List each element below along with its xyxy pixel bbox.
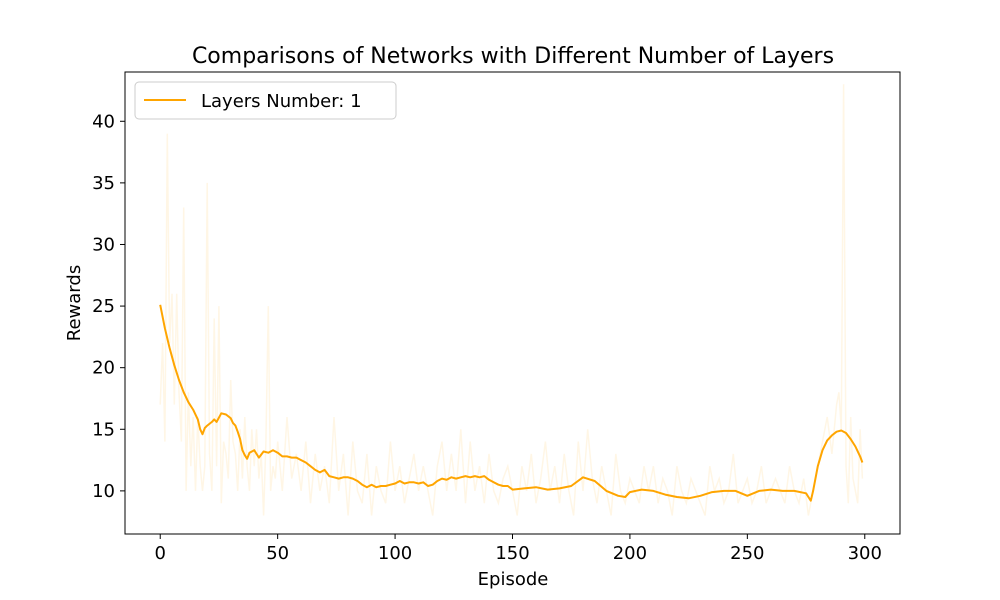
legend: Layers Number: 1 (134, 81, 397, 120)
y-tick-label: 35 (92, 173, 115, 194)
y-tick-label: 25 (92, 296, 115, 317)
x-tick-label: 250 (730, 543, 764, 564)
x-tick-label: 150 (495, 543, 529, 564)
x-tick-label: 300 (848, 543, 882, 564)
raw-rewards-line (159, 84, 864, 516)
chart-title: Comparisons of Networks with Different N… (192, 44, 834, 69)
legend-label: Layers Number: 1 (201, 91, 362, 112)
y-tick-label: 15 (92, 419, 115, 440)
series-line-layers-1 (159, 304, 864, 502)
x-tick-label: 200 (613, 543, 647, 564)
legend-box (134, 81, 397, 120)
x-tick-label: 0 (155, 543, 166, 564)
y-tick-label: 30 (92, 234, 115, 255)
smoothed-series-layer (159, 304, 864, 502)
x-tick-label: 100 (378, 543, 412, 564)
y-axis: 10 15 20 25 30 35 40 (92, 111, 125, 502)
x-tick-label: 50 (266, 543, 289, 564)
x-axis: 0 50 100 150 200 250 300 (155, 534, 882, 564)
raw-series-layer (159, 84, 864, 516)
y-tick-label: 10 (92, 481, 115, 502)
y-tick-label: 20 (92, 358, 115, 379)
y-axis-label: Rewards (64, 265, 85, 341)
y-tick-label: 40 (92, 111, 115, 132)
x-axis-label: Episode (478, 569, 549, 590)
